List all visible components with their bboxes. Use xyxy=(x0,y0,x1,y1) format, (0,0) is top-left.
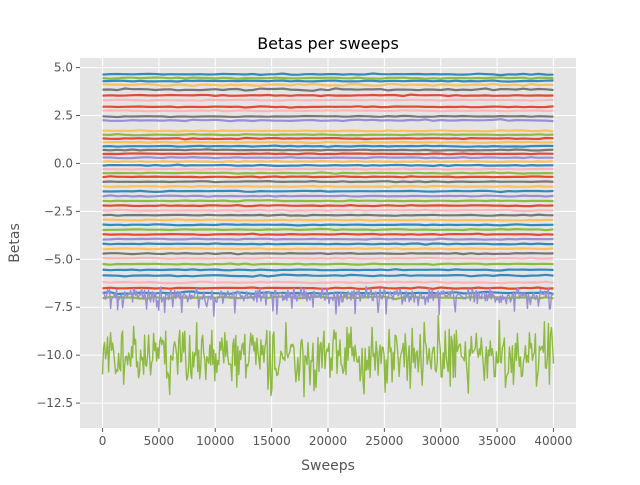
beta-series-line xyxy=(102,167,554,171)
beta-series-line xyxy=(102,218,554,222)
series-layer xyxy=(101,72,555,398)
beta-series-line xyxy=(102,72,554,77)
beta-series-line xyxy=(102,262,554,266)
beta-series-line xyxy=(102,171,554,175)
beta-series-line xyxy=(102,133,554,137)
beta-series-line xyxy=(102,180,554,184)
beta-series-line xyxy=(102,194,554,198)
beta-series-line xyxy=(102,76,554,80)
beta-series-line xyxy=(102,252,554,256)
beta-series-line xyxy=(102,156,554,160)
x-tick-label: 10000 xyxy=(196,434,234,448)
beta-series-line xyxy=(102,148,554,152)
beta-series-line xyxy=(102,223,554,227)
beta-noisy-series-line xyxy=(102,285,555,317)
beta-series-line xyxy=(102,87,554,92)
beta-noisy-series-line xyxy=(101,315,555,398)
beta-series-line xyxy=(102,109,554,113)
beta-series-line xyxy=(102,175,554,179)
beta-series-line xyxy=(102,152,554,156)
x-tick-label: 15000 xyxy=(253,434,291,448)
y-axis-label: Betas xyxy=(7,223,23,263)
x-tick-label: 5000 xyxy=(144,434,175,448)
beta-series-line xyxy=(102,237,554,241)
y-tick-label: −10.0 xyxy=(36,348,73,362)
beta-series-line xyxy=(102,242,554,246)
beta-series-line xyxy=(102,256,554,260)
y-tick-label: −12.5 xyxy=(36,396,73,410)
beta-series-line xyxy=(102,204,554,208)
beta-series-line xyxy=(102,273,554,278)
y-tick-label: −7.5 xyxy=(44,300,73,314)
beta-series-line xyxy=(102,227,554,232)
beta-series-line xyxy=(102,286,554,290)
beta-series-line xyxy=(102,247,554,251)
beta-series-line xyxy=(102,163,554,168)
beta-series-line xyxy=(102,105,554,109)
y-tick-label: −5.0 xyxy=(44,252,73,266)
beta-series-line xyxy=(102,208,554,212)
beta-series-line xyxy=(102,280,554,285)
y-tick-label: 2.5 xyxy=(54,109,73,123)
beta-series-line xyxy=(102,268,554,272)
y-tick-label: −2.5 xyxy=(44,204,73,218)
beta-series-line xyxy=(102,144,554,148)
beta-series-line xyxy=(102,199,554,203)
y-tick-label: 0.0 xyxy=(54,156,73,170)
beta-series-line xyxy=(102,213,554,217)
x-axis-label: Sweeps xyxy=(301,458,355,474)
x-tick-label: 30000 xyxy=(422,434,460,448)
x-tick-label: 20000 xyxy=(309,434,347,448)
beta-series-line xyxy=(102,93,554,98)
beta-series-line xyxy=(102,189,554,194)
ticks: 0 5000 10000 15000 20000 25000 30000 35000 40000… xyxy=(36,61,572,448)
beta-series-line xyxy=(102,129,554,133)
chart-title: Betas per sweeps xyxy=(257,34,399,53)
beta-series-line xyxy=(102,136,554,141)
x-tick-label: 35000 xyxy=(478,434,516,448)
beta-series-line xyxy=(102,159,554,164)
beta-series-line xyxy=(102,184,554,189)
x-tick-label: 0 xyxy=(99,434,107,448)
beta-series-line xyxy=(102,79,554,83)
x-tick-label: 40000 xyxy=(534,434,572,448)
beta-series-line xyxy=(102,82,554,87)
beta-series-line xyxy=(102,98,554,102)
beta-series-line xyxy=(102,140,554,145)
x-tick-label: 25000 xyxy=(365,434,403,448)
y-tick-label: 5.0 xyxy=(54,61,73,75)
beta-series-line xyxy=(102,114,554,119)
beta-series-line xyxy=(102,118,554,123)
beta-series-line xyxy=(102,232,554,236)
